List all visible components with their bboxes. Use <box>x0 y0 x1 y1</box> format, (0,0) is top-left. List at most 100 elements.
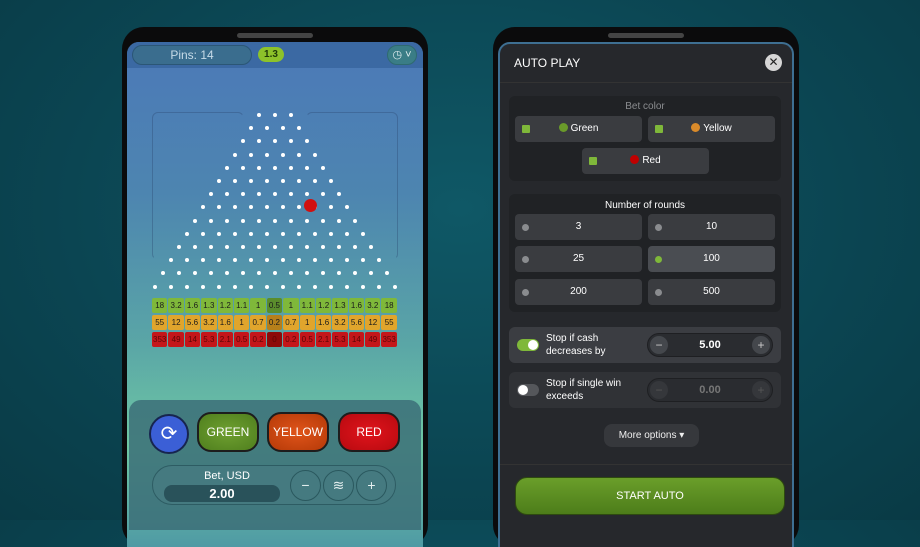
red-multiplier-slot: 0.5 <box>299 332 315 347</box>
pin <box>305 139 309 144</box>
green-multiplier-slot: 1.3 <box>201 298 217 313</box>
pin <box>313 231 317 236</box>
pin <box>313 258 317 263</box>
bet-color-green[interactable]: Green <box>515 116 642 142</box>
yellow-multiplier-slot: 1.6 <box>217 315 233 330</box>
divider <box>500 82 792 83</box>
pin <box>321 192 325 197</box>
bet-color-red[interactable]: Red <box>582 148 709 174</box>
yellow-multiplier-slot: 1 <box>299 315 315 330</box>
pin <box>297 284 301 289</box>
pin <box>353 245 357 249</box>
pin <box>217 205 221 210</box>
pin <box>273 245 277 249</box>
bet-increase-button[interactable]: + <box>356 470 387 501</box>
rounds-option-selected[interactable]: 100 <box>648 246 775 272</box>
option-label: Green <box>570 123 599 134</box>
plinko-screen: Pins: 14 1.3 ◷ ˅ 18 3.2 1.6 1.3 1.2 1.1 1 0.5 1 1… <box>127 42 423 547</box>
pin <box>169 258 173 263</box>
option-label: 25 <box>572 253 585 264</box>
start-auto-button[interactable]: START AUTO <box>515 477 785 515</box>
pin <box>225 271 229 276</box>
autoplay-phone: AUTO PLAY ✕ Bet color Green Yellow Red N… <box>493 27 799 547</box>
green-button[interactable]: GREEN <box>197 412 259 452</box>
pin <box>185 284 189 289</box>
pin <box>177 271 181 276</box>
pin <box>353 271 357 276</box>
coins-icon: ≋ <box>332 477 345 493</box>
pin <box>249 205 253 210</box>
radio-icon <box>522 224 529 231</box>
pin <box>273 271 277 276</box>
stop-win-decrease[interactable]: − <box>650 381 668 399</box>
red-multiplier-slot: 49 <box>365 332 381 347</box>
stop-win-input[interactable]: 0.00 <box>699 384 721 396</box>
pin <box>265 205 269 210</box>
red-multiplier-slot: 5.3 <box>201 332 217 347</box>
red-multiplier-slot: 0 <box>266 332 283 347</box>
radio-icon <box>522 256 529 263</box>
rounds-option[interactable]: 25 <box>515 246 642 272</box>
pin <box>281 205 285 210</box>
stop-win-increase[interactable]: + <box>752 381 770 399</box>
pins-selector[interactable]: Pins: 14 <box>132 45 252 65</box>
pin <box>201 284 205 289</box>
red-multiplier-slot: 0.2 <box>283 332 299 347</box>
pin <box>257 139 261 144</box>
yellow-multiplier-slot: 0.2 <box>266 315 283 330</box>
radio-icon <box>522 289 529 296</box>
toggle-knob <box>518 385 528 395</box>
pin <box>281 152 285 157</box>
autoplay-dialog: AUTO PLAY ✕ Bet color Green Yellow Red N… <box>498 42 794 547</box>
stop-cash-decrease[interactable]: − <box>650 336 668 354</box>
yellow-button[interactable]: YELLOW <box>267 412 329 452</box>
option-label: 10 <box>705 221 718 232</box>
red-multiplier-slot: 14 <box>184 332 201 347</box>
pin-board <box>127 42 423 402</box>
yellow-multiplier-slot: 55 <box>152 315 168 330</box>
more-options-button[interactable]: More options ▾ <box>604 424 699 447</box>
green-multiplier-slot: 1.1 <box>233 298 250 313</box>
pin <box>385 271 389 276</box>
option-label: 500 <box>703 286 720 297</box>
bet-color-yellow[interactable]: Yellow <box>648 116 775 142</box>
rounds-option[interactable]: 3 <box>515 214 642 240</box>
checkbox-icon <box>655 125 663 133</box>
stop-win-row: Stop if single win exceeds − 0.00 + <box>509 372 781 408</box>
rounds-option[interactable]: 200 <box>515 279 642 305</box>
pin <box>281 179 285 183</box>
stop-win-toggle[interactable] <box>517 384 539 396</box>
bet-coins-button[interactable]: ≋ <box>323 470 354 501</box>
pin <box>209 245 213 249</box>
rounds-option[interactable]: 10 <box>648 214 775 240</box>
bet-decrease-button[interactable]: − <box>290 470 321 501</box>
pin <box>193 245 197 249</box>
pin <box>201 205 205 210</box>
bet-amount-input[interactable]: 2.00 <box>164 485 280 502</box>
red-dot-icon <box>630 155 640 164</box>
pin <box>289 113 293 117</box>
pin <box>289 271 293 276</box>
pin <box>257 245 261 249</box>
yellow-multiplier-slot: 5.6 <box>348 315 365 330</box>
toggle-knob <box>528 340 538 350</box>
pin <box>273 113 277 117</box>
pin <box>321 165 325 170</box>
rounds-option[interactable]: 500 <box>648 279 775 305</box>
stop-cash-input[interactable]: 5.00 <box>699 339 721 351</box>
close-button[interactable]: ✕ <box>765 54 782 71</box>
pin <box>289 165 293 170</box>
pin <box>209 218 213 223</box>
green-multiplier-slot: 1.6 <box>348 298 365 313</box>
stop-cash-toggle[interactable] <box>517 339 539 351</box>
red-button[interactable]: RED <box>338 412 400 452</box>
pin <box>233 205 237 210</box>
pin <box>185 258 189 263</box>
pin <box>249 152 253 157</box>
history-button[interactable]: ◷ ˅ <box>387 45 417 65</box>
pin <box>249 258 253 263</box>
autoplay-button[interactable]: ⟳ <box>149 414 189 454</box>
green-multiplier-row: 18 3.2 1.6 1.3 1.2 1.1 1 0.5 1 1.1 1.2 1.3 1.6 3.2 18 <box>152 298 397 313</box>
pin <box>281 231 285 236</box>
stop-cash-increase[interactable]: + <box>752 336 770 354</box>
